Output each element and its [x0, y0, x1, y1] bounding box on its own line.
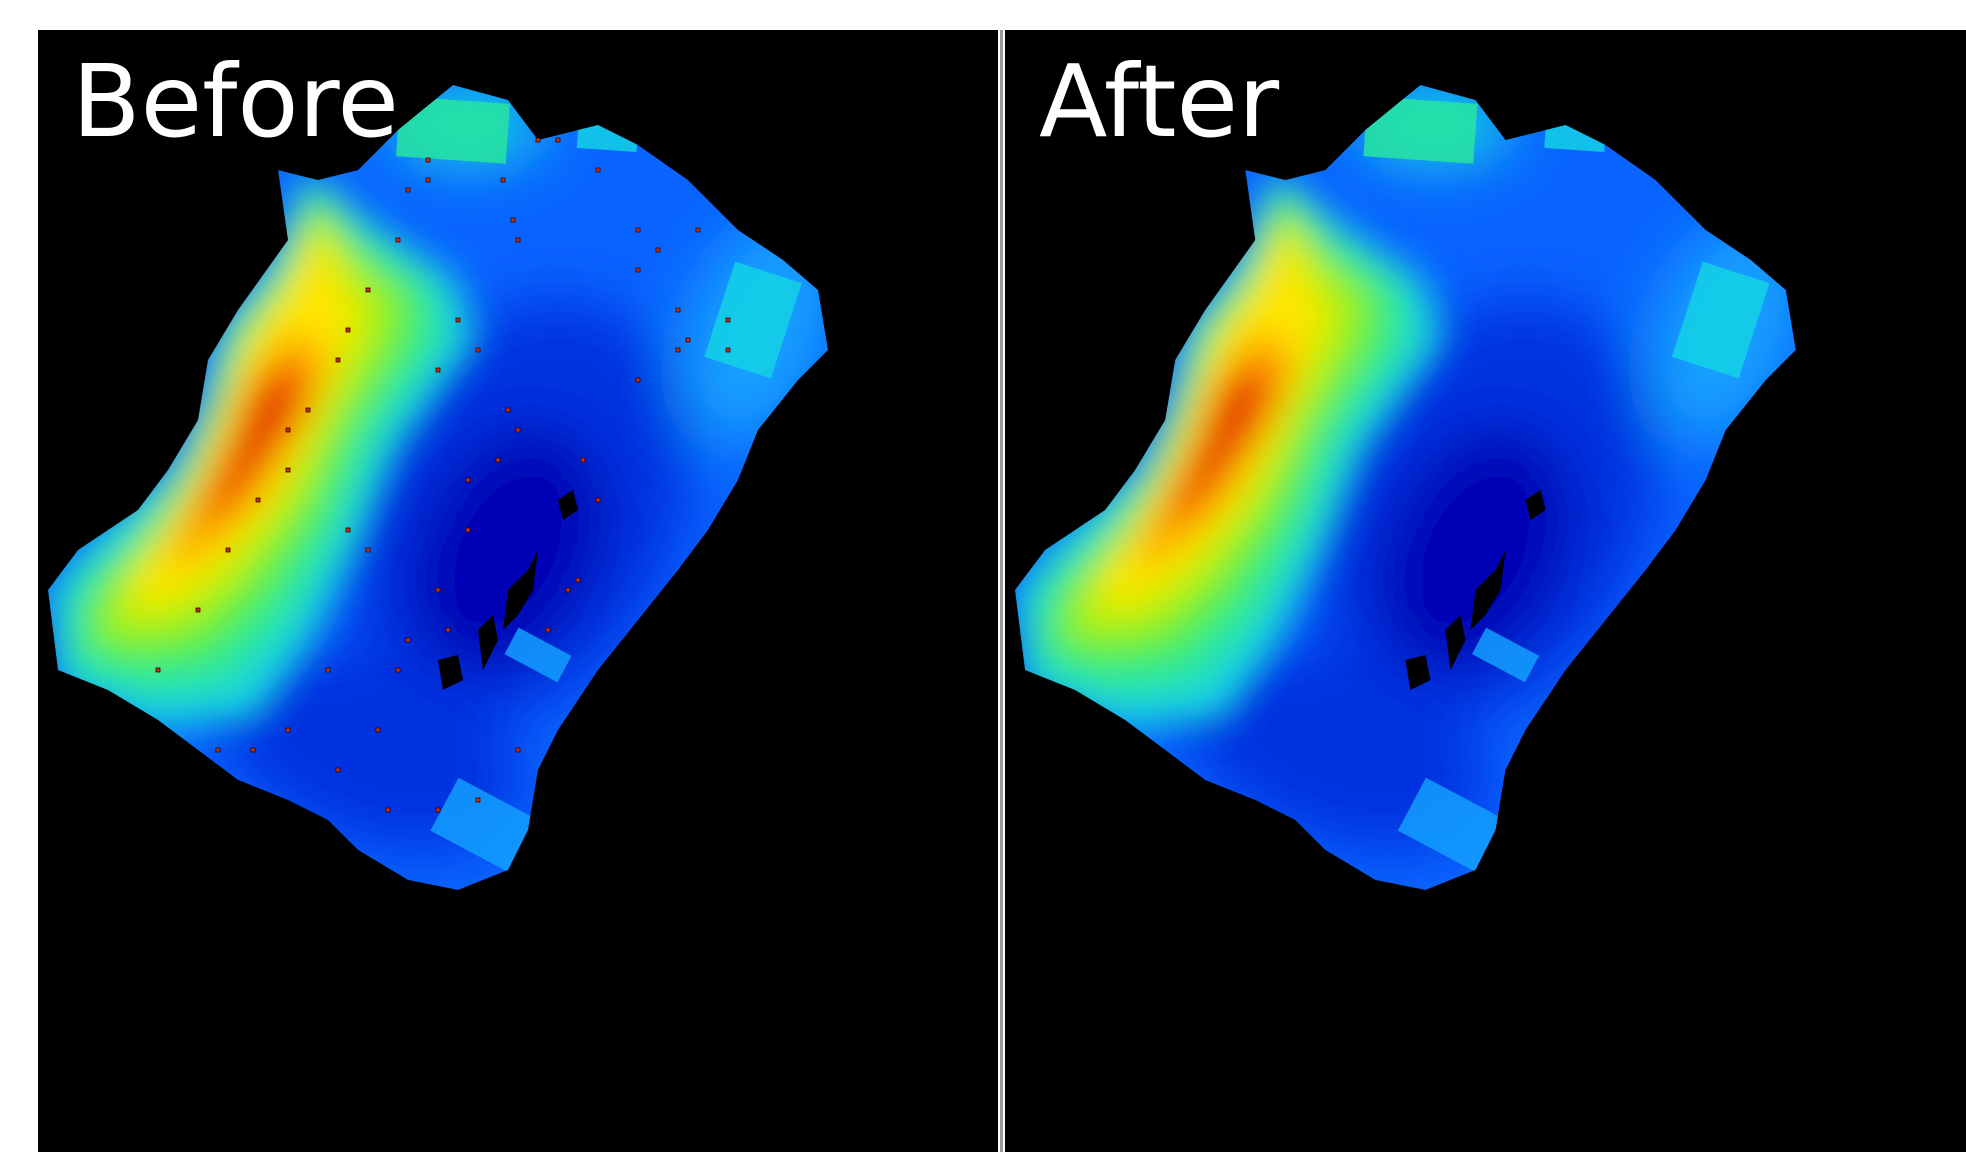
- after-elevation-map: [1015, 85, 1796, 890]
- after-label: After: [1039, 43, 1280, 160]
- before-panel: Before: [38, 30, 998, 1152]
- before-label: Before: [72, 43, 399, 160]
- panel-divider: [998, 30, 1005, 1152]
- after-panel: After: [1005, 30, 1966, 1152]
- before-elevation-map: [48, 85, 828, 890]
